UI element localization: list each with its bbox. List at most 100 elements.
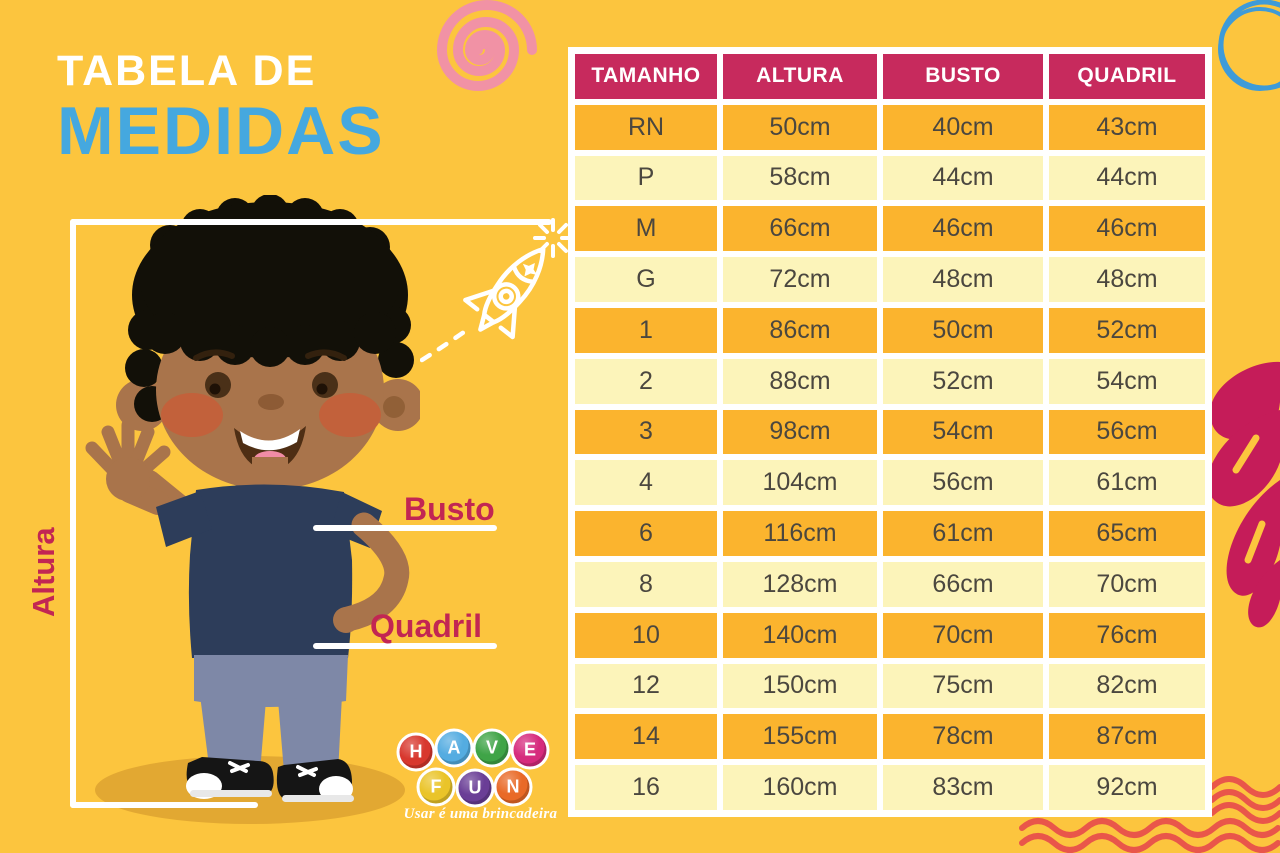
measure-cell: 40cm — [883, 104, 1043, 150]
size-cell: 12 — [575, 663, 717, 709]
bust-pointer-line — [313, 525, 497, 531]
measure-cell: 86cm — [723, 307, 877, 353]
cheek — [161, 393, 223, 437]
petal-decoration — [1207, 361, 1280, 628]
rocket-doodle-icon — [420, 218, 573, 363]
table-row: G 72cm 48cm 48cm — [575, 257, 1205, 302]
t-shirt — [156, 484, 382, 658]
sneakers — [186, 757, 354, 802]
measure-cell: 48cm — [883, 257, 1043, 302]
measure-cell: 76cm — [1049, 612, 1205, 658]
circle-doodle-icon — [1218, 0, 1280, 91]
column-header-tamanho: TAMANHO — [575, 54, 717, 99]
measure-cell: 83cm — [883, 765, 1043, 810]
hip-pointer-line — [313, 643, 497, 649]
size-cell: 4 — [575, 460, 717, 506]
table-row: 14 155cm 78cm 87cm — [575, 714, 1205, 760]
logo-ball: U — [455, 768, 495, 808]
nose — [258, 394, 284, 410]
size-cell: RN — [575, 104, 717, 150]
size-cell: 16 — [575, 765, 717, 810]
column-header-quadril: QUADRIL — [1049, 54, 1205, 99]
measure-cell: 66cm — [883, 561, 1043, 607]
logo-ball: A — [434, 728, 474, 768]
logo-ball: E — [510, 730, 550, 770]
height-frame-bottom-line — [70, 802, 258, 808]
table-row: RN 50cm 40cm 43cm — [575, 104, 1205, 150]
size-cell: P — [575, 155, 717, 201]
measure-cell: 50cm — [723, 104, 877, 150]
height-frame-vertical-line — [70, 219, 76, 808]
logo-ball: F — [416, 767, 456, 807]
measure-cell: 65cm — [1049, 511, 1205, 556]
measure-cell: 52cm — [1049, 307, 1205, 353]
logo-tagline: Usar é uma brincadeira — [403, 806, 558, 822]
size-cell: G — [575, 257, 717, 302]
measure-cell: 56cm — [1049, 409, 1205, 455]
size-cell: 14 — [575, 714, 717, 760]
size-cell: 1 — [575, 307, 717, 353]
column-header-altura: ALTURA — [723, 54, 877, 99]
measure-cell: 66cm — [723, 206, 877, 252]
title-line2: MEDIDAS — [57, 93, 385, 169]
measure-cell: 43cm — [1049, 104, 1205, 150]
measure-cell: 98cm — [723, 409, 877, 455]
table-row: P 58cm 44cm 44cm — [575, 155, 1205, 201]
spiral-doodle-icon — [436, 0, 537, 91]
arm-on-hip — [333, 512, 410, 633]
table-row: M 66cm 46cm 46cm — [575, 206, 1205, 252]
measure-cell: 46cm — [883, 206, 1043, 252]
size-cell: M — [575, 206, 717, 252]
height-frame-top-line — [70, 219, 552, 225]
measure-cell: 75cm — [883, 663, 1043, 709]
measure-cell: 116cm — [723, 511, 877, 556]
column-header-busto: BUSTO — [883, 54, 1043, 99]
eyes — [205, 372, 338, 398]
measure-cell: 58cm — [723, 155, 877, 201]
cheek — [319, 393, 381, 437]
measure-cell: 70cm — [1049, 561, 1205, 607]
measure-cell: 56cm — [883, 460, 1043, 506]
size-cell: 3 — [575, 409, 717, 455]
measure-cell: 61cm — [883, 511, 1043, 556]
table-row: 12 150cm 75cm 82cm — [575, 663, 1205, 709]
hip-label: Quadril — [370, 608, 483, 644]
logo-ball: H — [396, 732, 436, 772]
size-cell: 10 — [575, 612, 717, 658]
table-row: 1 86cm 50cm 52cm — [575, 307, 1205, 353]
pants — [194, 655, 348, 774]
bust-label: Busto — [404, 491, 495, 527]
measure-cell: 52cm — [883, 358, 1043, 404]
size-cell: 2 — [575, 358, 717, 404]
measure-cell: 50cm — [883, 307, 1043, 353]
measure-cell: 87cm — [1049, 714, 1205, 760]
measure-cell: 61cm — [1049, 460, 1205, 506]
table-row: 2 88cm 52cm 54cm — [575, 358, 1205, 404]
measure-cell: 78cm — [883, 714, 1043, 760]
measure-cell: 88cm — [723, 358, 877, 404]
measure-cell: 155cm — [723, 714, 877, 760]
measure-cell: 54cm — [1049, 358, 1205, 404]
measure-cell: 150cm — [723, 663, 877, 709]
measure-cell: 92cm — [1049, 765, 1205, 810]
measure-cell: 44cm — [1049, 155, 1205, 201]
petal-highlights — [1232, 434, 1266, 564]
page-title: TABELA DE MEDIDAS — [57, 47, 385, 169]
measure-cell: 48cm — [1049, 257, 1205, 302]
measure-cell: 128cm — [723, 561, 877, 607]
table-row: 3 98cm 54cm 56cm — [575, 409, 1205, 455]
size-cell: 8 — [575, 561, 717, 607]
size-cell: 6 — [575, 511, 717, 556]
measure-cell: 70cm — [883, 612, 1043, 658]
size-table: TAMANHO ALTURA BUSTO QUADRIL RN 50cm 40cm 4… — [568, 47, 1212, 817]
eyebrows — [193, 349, 347, 361]
measure-cell: 46cm — [1049, 206, 1205, 252]
logo-ball: N — [493, 767, 533, 807]
measure-cell: 140cm — [723, 612, 877, 658]
title-line1: TABELA DE — [57, 47, 317, 95]
table-row: 8 128cm 66cm 70cm — [575, 561, 1205, 607]
sparkle-icon — [533, 218, 573, 258]
table-row: 4 104cm 56cm 61cm — [575, 460, 1205, 506]
table-row: 10 140cm 70cm 76cm — [575, 612, 1205, 658]
